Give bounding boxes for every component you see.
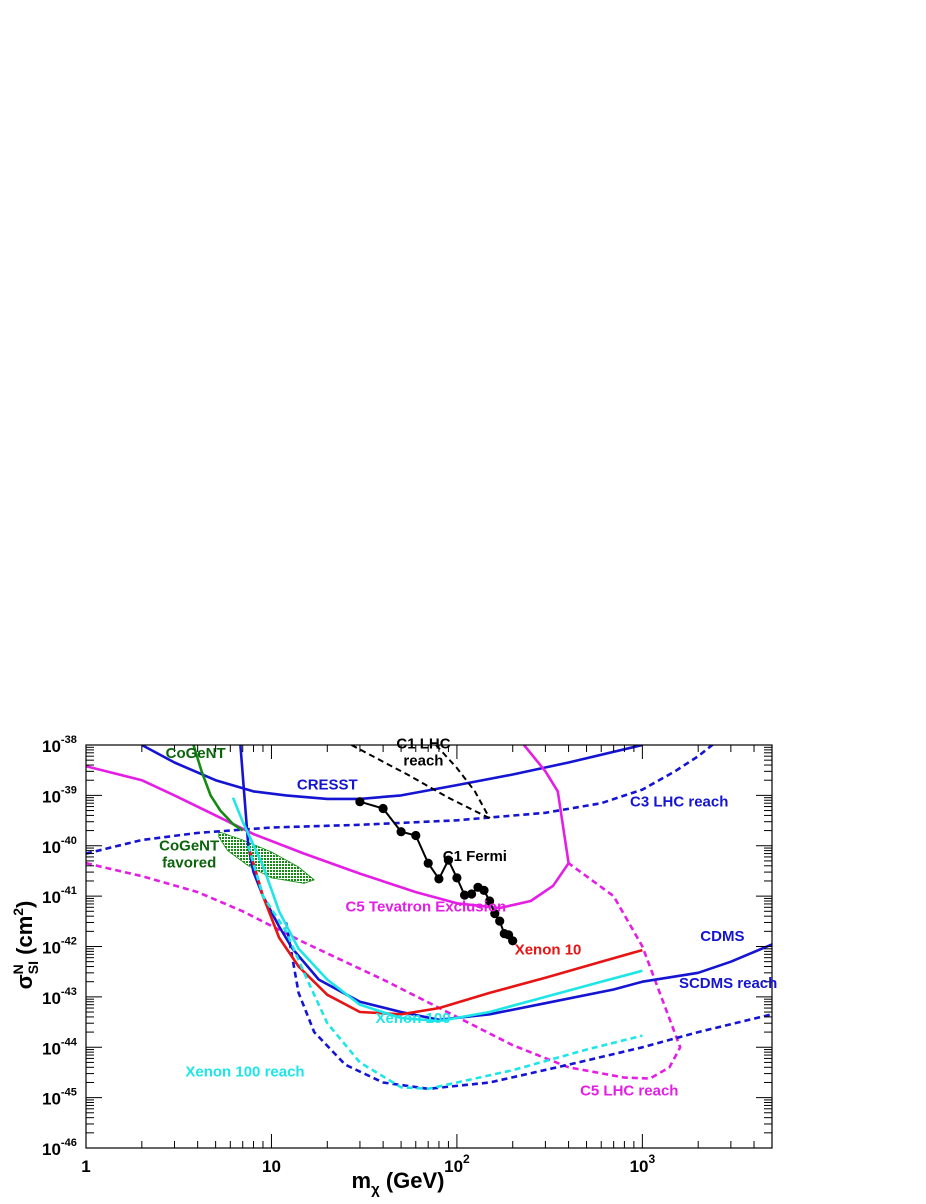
y-tick-label-base: 10 [42,737,61,756]
series-c1-lhc-reach-b-line [435,745,491,819]
series-c1-fermi-point-2 [396,827,406,837]
annotation-c3-lhc: C3 LHC reach [630,794,728,811]
annotation-c1-fermi: C1 Fermi [443,848,507,865]
y-tick-label: 10-45 [42,1087,77,1109]
series-c1-fermi-point-13 [490,909,500,919]
x-axis-title-main: m [352,1168,372,1193]
x-axis-title-unit: (GeV) [380,1168,445,1193]
y-tick-label-base: 10 [42,838,61,857]
y-tick-label-base: 10 [42,1039,61,1058]
y-axis-title-unit-end: ) [12,901,37,908]
annotation-c1-lhc-line-1: reach [403,752,443,769]
cogent-favored-region [218,831,316,884]
y-tick-label: 10-44 [42,1036,78,1058]
series-cogent-line [192,745,244,832]
y-tick-label: 10-46 [42,1137,77,1159]
series-c1-fermi-point-0 [355,797,365,807]
annotation-c5-lhc: C5 LHC reach [580,1083,678,1100]
y-tick-label: 10-39 [42,784,77,806]
annotation-cogent-favored-line-1: favored [162,855,216,872]
annotation-xenon100: Xenon 100 [376,1010,451,1027]
y-axis-title-unit-sup: 2 [10,908,26,916]
annotation-c5-tevatron: C5 Tevatron Exclusion [346,898,507,915]
y-axis-title-sub: SI [25,961,41,974]
y-tick-label-base: 10 [42,1140,61,1159]
y-tick-label-exponent: -44 [61,1036,78,1048]
y-tick-label: 10-42 [42,936,77,958]
y-axis-title-unit: (cm [12,916,37,961]
x-tick-label-base: 10 [444,1157,463,1176]
series-c3-lhc-reach-line [86,745,715,855]
y-axis-title-main: σ [12,974,37,989]
series-xenon10-line [247,845,643,1016]
x-tick-label-base: 1 [81,1157,90,1176]
y-tick-label-exponent: -39 [61,784,77,796]
x-tick-label-exponent: 2 [463,1152,470,1166]
x-tick-label-exponent: 3 [648,1152,655,1166]
series-c5-tevatron-upper-line [522,745,570,864]
x-axis-title: mχ (GeV) [352,1168,445,1198]
y-tick-label: 10-40 [42,835,77,857]
x-tick-label: 103 [630,1152,656,1176]
y-tick-label-base: 10 [42,1090,61,1109]
y-tick-label-exponent: -38 [61,734,77,746]
series-c1-fermi-point-9 [467,889,477,899]
annotation-scdms: SCDMS reach [679,975,777,992]
y-tick-label-exponent: -43 [61,986,77,998]
x-tick-label: 10 [262,1157,281,1176]
series-scdms-reach-line [284,922,772,1091]
y-tick-label-exponent: -46 [61,1137,77,1149]
y-tick-label: 10-38 [42,734,77,756]
x-tick-label: 102 [444,1152,470,1176]
series-c1-fermi-point-7 [452,873,462,883]
annotation-cresst: CRESST [297,777,358,794]
x-tick-label-base: 10 [262,1157,281,1176]
series-c1-fermi-point-3 [411,830,421,841]
series-c1-fermi-point-6 [443,855,453,865]
annotation-c1-lhc-line-0: C1 LHC [396,735,450,752]
annotation-cdms: CDMS [700,928,744,945]
series-c1-lhc-reach-a-line [351,745,491,820]
annotation-xenon100-reach: Xenon 100 reach [185,1064,304,1081]
series-c1-fermi-line [359,800,514,942]
y-axis-title-sup: N [10,964,26,974]
y-tick-label-base: 10 [42,787,61,806]
x-tick-label-base: 10 [630,1157,649,1176]
y-tick-label-exponent: -41 [61,885,77,897]
series-c1-fermi-point-8 [460,890,470,900]
y-tick-label-exponent: -40 [61,835,77,847]
annotation-cogent: CoGeNT [166,745,226,762]
series-c1-fermi-point-12 [485,896,495,906]
series-xenon100-line [231,797,643,1023]
series-c1-fermi-point-4 [423,858,433,868]
series-c1-fermi-point-11 [479,885,489,896]
annotation-cogent-favored-line-0: CoGeNT [159,838,219,855]
series-cresst-line [141,745,643,801]
y-tick-label-base: 10 [42,888,61,907]
y-tick-label-base: 10 [42,989,61,1008]
series-c1-fermi-point-14 [495,916,505,926]
series-c5-tevatron-line [86,764,570,910]
y-tick-label-exponent: -42 [61,936,77,948]
annotation-xenon10: Xenon 10 [515,941,582,958]
x-tick-label: 1 [81,1157,90,1176]
y-tick-label-base: 10 [42,939,61,958]
x-axis-title-sub: χ [371,1181,380,1198]
series-c1-fermi-point-5 [434,874,444,884]
y-axis-title: σNSI (cm2) [10,901,41,990]
y-tick-label: 10-41 [42,885,77,907]
y-tick-label-exponent: -45 [61,1087,77,1099]
series-c1-fermi-point-17 [508,936,518,946]
series-c1-fermi-point-1 [378,803,388,814]
series-c5-lhc-reach-line [86,861,682,1080]
y-tick-label: 10-43 [42,986,77,1008]
series-xenon100-reach-line [247,845,643,1091]
